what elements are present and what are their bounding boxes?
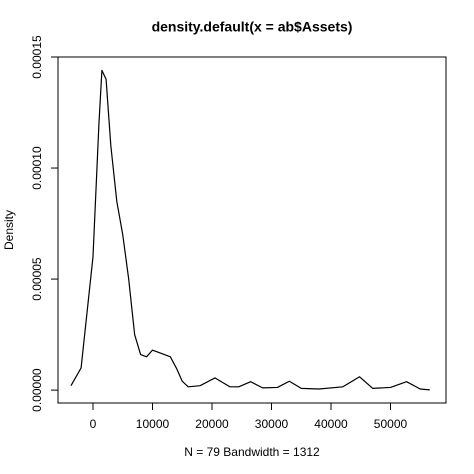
y-tick-label: 0.00005 xyxy=(30,257,44,301)
y-axis-label: Density xyxy=(2,210,16,250)
y-tick-label: 0.00000 xyxy=(30,368,44,412)
x-tick-label: 20000 xyxy=(195,417,229,431)
plot-box xyxy=(57,56,447,404)
density-line xyxy=(70,69,430,391)
x-tick-label: 0 xyxy=(90,417,97,431)
x-tick-label: 40000 xyxy=(314,417,348,431)
chart-title: density.default(x = ab$Assets) xyxy=(152,19,353,35)
x-axis-label: N = 79 Bandwidth = 1312 xyxy=(184,445,320,459)
x-tick-label: 10000 xyxy=(136,417,170,431)
x-tick-label: 30000 xyxy=(255,417,289,431)
y-tick-label: 0.00015 xyxy=(30,35,44,79)
y-tick-label: 0.00010 xyxy=(30,146,44,190)
x-tick-label: 50000 xyxy=(374,417,408,431)
